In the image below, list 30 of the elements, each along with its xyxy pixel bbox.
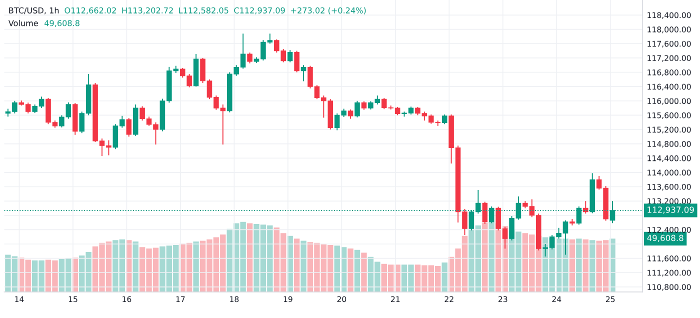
candlestick xyxy=(247,52,252,64)
annotation: +273.02 (+0.24%) xyxy=(291,7,366,14)
bar xyxy=(193,241,199,292)
candlestick xyxy=(348,108,354,120)
text: 49,608.8 xyxy=(647,234,684,242)
bar xyxy=(246,223,253,292)
candlestick xyxy=(287,50,293,63)
annotation: C112,937.09 xyxy=(234,7,285,14)
annotation: L112,582.05 xyxy=(179,7,228,14)
text: BTC/USD, 1h xyxy=(9,7,59,14)
bar xyxy=(348,248,354,292)
candlestick xyxy=(300,64,306,82)
annotation: 49,608.8 xyxy=(44,20,80,28)
bar xyxy=(132,241,138,292)
bar xyxy=(488,222,494,292)
annotation: O112,662.02 xyxy=(64,7,116,14)
candlestick xyxy=(583,200,588,214)
candlestick xyxy=(354,100,360,118)
bar xyxy=(442,262,448,292)
bar xyxy=(482,222,488,292)
ref-line-label: 112,937.09 xyxy=(648,206,694,214)
candlestick xyxy=(294,50,300,73)
annotation: H113,202.72 xyxy=(122,7,173,14)
bar xyxy=(576,238,582,292)
bar xyxy=(300,240,306,292)
bar xyxy=(294,238,300,292)
bar xyxy=(361,252,367,292)
candlestick xyxy=(126,118,132,138)
annotation: Volume xyxy=(8,20,38,26)
candlestick xyxy=(442,114,448,125)
